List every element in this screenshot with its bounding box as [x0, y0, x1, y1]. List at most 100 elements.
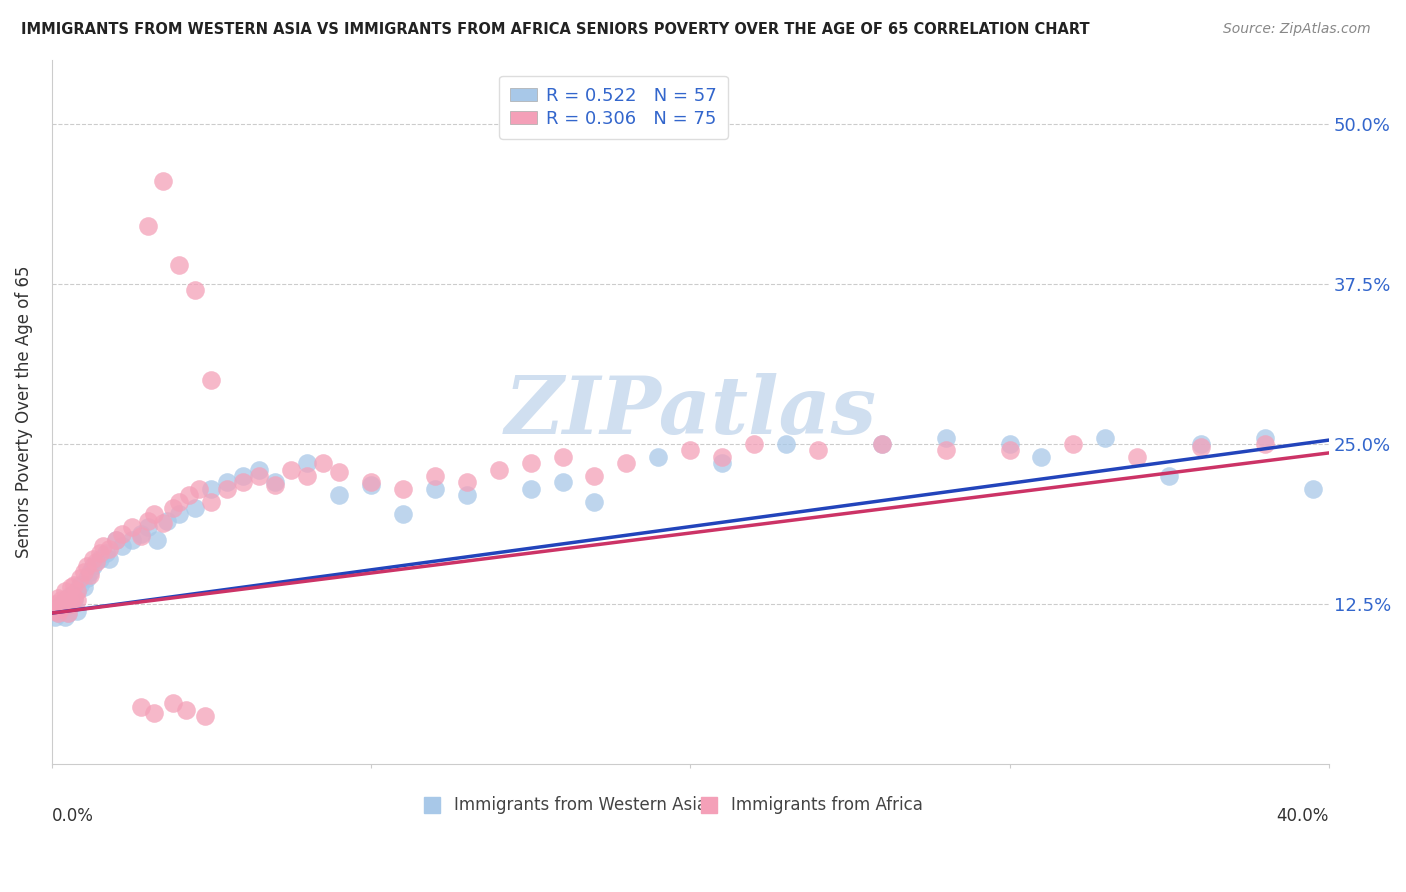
Point	[264, 478, 287, 492]
Point	[807, 443, 830, 458]
Point	[998, 437, 1021, 451]
Point	[647, 450, 669, 464]
Point	[232, 469, 254, 483]
Point	[51, 603, 73, 617]
Point	[1189, 440, 1212, 454]
Text: 0.0%: 0.0%	[52, 806, 94, 824]
Point	[360, 478, 382, 492]
Point	[156, 514, 179, 528]
Point	[76, 558, 98, 573]
Point	[423, 469, 446, 483]
Point	[51, 593, 73, 607]
Point	[146, 533, 169, 547]
Point	[66, 593, 89, 607]
Point	[46, 601, 69, 615]
Point	[551, 450, 574, 464]
Point	[63, 591, 86, 605]
Point	[247, 469, 270, 483]
Point	[73, 581, 96, 595]
Point	[56, 606, 79, 620]
Point	[79, 567, 101, 582]
Legend: R = 0.522   N = 57, R = 0.306   N = 75: R = 0.522 N = 57, R = 0.306 N = 75	[499, 76, 728, 139]
Point	[519, 482, 541, 496]
Point	[82, 552, 104, 566]
Point	[217, 482, 239, 496]
Point	[1062, 437, 1084, 451]
Point	[184, 501, 207, 516]
Point	[51, 597, 73, 611]
Point	[679, 443, 702, 458]
Point	[59, 597, 82, 611]
Point	[295, 469, 318, 483]
Point	[69, 578, 91, 592]
Point	[53, 584, 76, 599]
Point	[162, 696, 184, 710]
Point	[295, 456, 318, 470]
Text: IMMIGRANTS FROM WESTERN ASIA VS IMMIGRANTS FROM AFRICA SENIORS POVERTY OVER THE : IMMIGRANTS FROM WESTERN ASIA VS IMMIGRAN…	[21, 22, 1090, 37]
Text: Source: ZipAtlas.com: Source: ZipAtlas.com	[1223, 22, 1371, 37]
Point	[328, 488, 350, 502]
Point	[360, 475, 382, 490]
Point	[870, 437, 893, 451]
Point	[217, 475, 239, 490]
Point	[551, 475, 574, 490]
Point	[162, 501, 184, 516]
Point	[174, 703, 197, 717]
Point	[104, 533, 127, 547]
Point	[1126, 450, 1149, 464]
Point	[98, 541, 121, 556]
Point	[56, 606, 79, 620]
Point	[46, 606, 69, 620]
Point	[328, 465, 350, 479]
Point	[94, 546, 117, 560]
Point	[66, 584, 89, 599]
Point	[56, 591, 79, 605]
Point	[76, 572, 98, 586]
Point	[46, 591, 69, 605]
Point	[711, 450, 734, 464]
Point	[169, 508, 191, 522]
Point	[200, 373, 222, 387]
Point	[264, 475, 287, 490]
Point	[89, 546, 111, 560]
Point	[111, 540, 134, 554]
Point	[136, 219, 159, 234]
Point	[63, 578, 86, 592]
Point	[312, 456, 335, 470]
Text: 40.0%: 40.0%	[1277, 806, 1329, 824]
Point	[59, 588, 82, 602]
Point	[56, 591, 79, 605]
Point	[79, 565, 101, 579]
Point	[1254, 431, 1277, 445]
Point	[200, 482, 222, 496]
Point	[142, 508, 165, 522]
Y-axis label: Seniors Poverty Over the Age of 65: Seniors Poverty Over the Age of 65	[15, 266, 32, 558]
Point	[53, 593, 76, 607]
Point	[935, 443, 957, 458]
Point	[392, 482, 415, 496]
Point	[1302, 482, 1324, 496]
Point	[136, 520, 159, 534]
Point	[53, 610, 76, 624]
Point	[423, 482, 446, 496]
Point	[616, 456, 638, 470]
Point	[177, 488, 200, 502]
Point	[129, 529, 152, 543]
Point	[1094, 431, 1116, 445]
Point	[1031, 450, 1053, 464]
Point	[187, 482, 209, 496]
Point	[247, 462, 270, 476]
Point	[519, 456, 541, 470]
Point	[51, 601, 73, 615]
Point	[53, 597, 76, 611]
Point	[129, 699, 152, 714]
Point	[998, 443, 1021, 458]
Point	[152, 174, 174, 188]
Point	[98, 552, 121, 566]
Point	[935, 431, 957, 445]
Point	[392, 508, 415, 522]
Point	[66, 584, 89, 599]
Point	[169, 258, 191, 272]
Point	[66, 603, 89, 617]
Text: Immigrants from Africa: Immigrants from Africa	[731, 797, 922, 814]
